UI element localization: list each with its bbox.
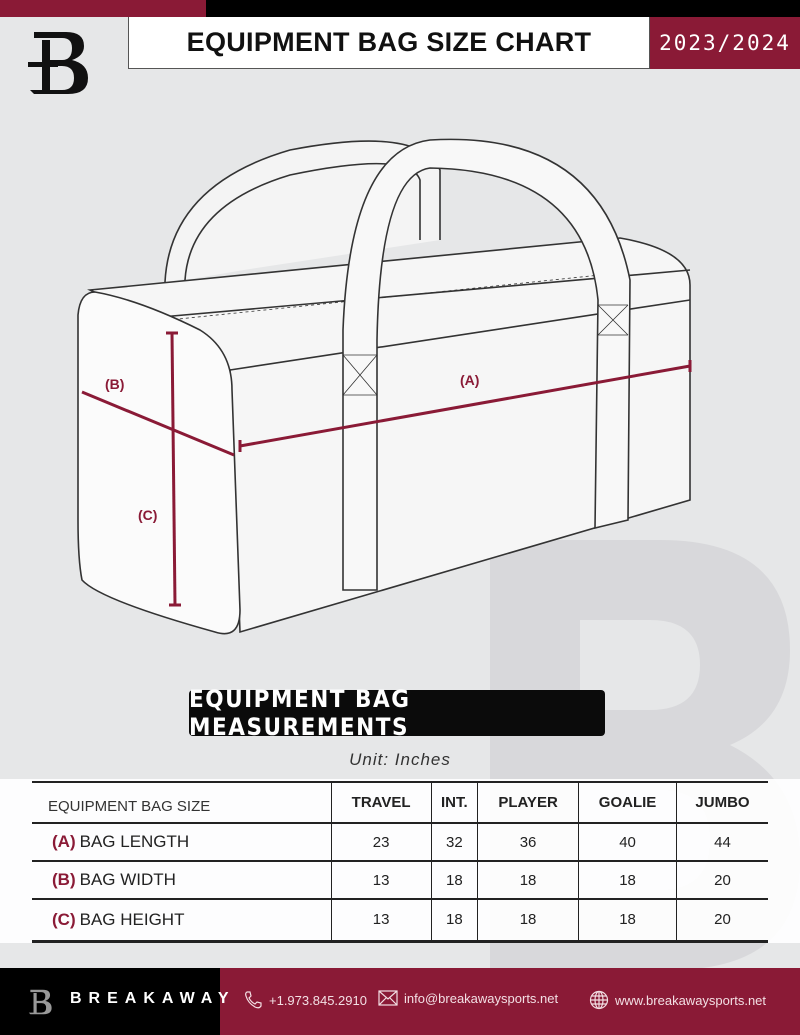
col-header: GOALIE	[578, 782, 677, 823]
footer-contact-area	[220, 968, 800, 1035]
table-cell: 36	[476, 823, 579, 861]
table-row: (C) BAG HEIGHT 13 18 18 18 20	[32, 899, 768, 941]
row-key: (A)	[52, 832, 76, 851]
col-header: EQUIPMENT BAG SIZE	[48, 798, 211, 815]
table-cell: 40	[578, 823, 677, 861]
footer-logo	[28, 989, 52, 1015]
phone-icon	[245, 991, 262, 1009]
table-cell: 32	[430, 823, 478, 861]
footer-email[interactable]: info@breakawaysports.net	[378, 990, 558, 1006]
row-name: BAG LENGTH	[79, 832, 190, 851]
col-header: INT.	[430, 782, 478, 823]
table-cell: 18	[578, 861, 677, 899]
page-title: EQUIPMENT BAG SIZE CHART	[128, 17, 650, 69]
table-cell: 18	[430, 899, 478, 941]
bag-diagram: (A) (B) (C)	[77, 138, 692, 635]
footer-phone[interactable]: +1.973.845.2910	[243, 990, 367, 1010]
col-header: PLAYER	[476, 782, 579, 823]
col-header: JUMBO	[676, 782, 768, 823]
footer-brand-name: BREAKAWAY	[70, 990, 236, 1007]
size-table: EQUIPMENT BAG SIZE TRAVEL INT. PLAYER GO…	[32, 781, 768, 943]
top-accent-bar	[0, 0, 206, 17]
breakaway-logo	[28, 32, 88, 94]
row-label: (B) BAG WIDTH	[32, 861, 331, 899]
table-cell: 18	[578, 899, 677, 941]
website-text: www.breakawaysports.net	[615, 992, 767, 1008]
table-cell: 18	[476, 899, 579, 941]
table-cell: 13	[330, 861, 432, 899]
table-cell: 23	[330, 823, 432, 861]
size-table-container: EQUIPMENT BAG SIZE TRAVEL INT. PLAYER GO…	[0, 779, 800, 943]
table-cell: 44	[676, 823, 768, 861]
table-cell: 20	[676, 861, 768, 899]
label-a: (A)	[460, 372, 479, 388]
mail-icon	[378, 990, 398, 1006]
email-text: info@breakawaysports.net	[404, 990, 559, 1006]
footer-website[interactable]: www.breakawaysports.net	[589, 990, 766, 1010]
globe-icon	[589, 990, 609, 1010]
table-cell: 13	[330, 899, 432, 941]
label-c: (C)	[138, 507, 157, 523]
measure-line-b	[81, 390, 235, 457]
table-cell: 18	[430, 861, 478, 899]
unit-label: Unit: Inches	[349, 750, 451, 769]
col-header: TRAVEL	[330, 782, 432, 823]
table-row: (A) BAG LENGTH 23 32 36 40 44	[32, 823, 768, 861]
label-b: (B)	[105, 376, 124, 392]
season-badge: 2023/2024	[650, 17, 800, 69]
table-cell: 18	[476, 861, 579, 899]
top-black-bar	[206, 0, 800, 17]
front-handle	[342, 138, 631, 591]
row-label: (C) BAG HEIGHT	[32, 899, 331, 941]
row-name: BAG HEIGHT	[79, 909, 185, 929]
measure-line-c	[170, 332, 177, 606]
row-name: BAG WIDTH	[79, 870, 176, 889]
row-key: (B)	[52, 870, 76, 889]
table-cell: 20	[676, 899, 768, 941]
section-title: EQUIPMENT BAG MEASUREMENTS	[189, 685, 605, 741]
table-row: (B) BAG WIDTH 13 18 18 18 20	[32, 861, 768, 899]
phone-text: +1.973.845.2910	[269, 992, 367, 1008]
table-header-row: EQUIPMENT BAG SIZE TRAVEL INT. PLAYER GO…	[32, 782, 768, 823]
row-key: (C)	[52, 909, 76, 929]
bag-end-panel	[77, 291, 241, 635]
row-label: (A) BAG LENGTH	[32, 823, 331, 861]
measure-line-a	[239, 364, 691, 448]
